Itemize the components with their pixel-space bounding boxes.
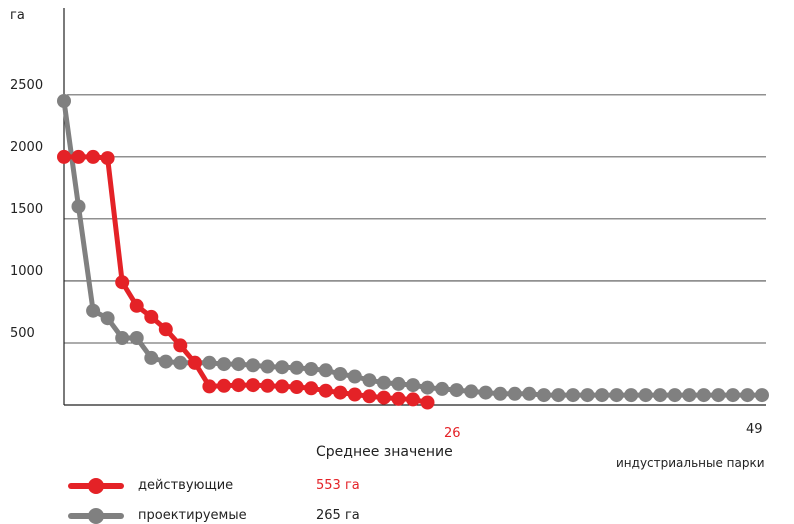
legend-label: действующие	[138, 478, 234, 493]
data-point	[57, 94, 71, 108]
legend-label: проектируемые	[138, 508, 247, 523]
data-point	[304, 362, 319, 376]
data-point	[391, 376, 406, 391]
data-point	[435, 381, 450, 396]
data-point	[115, 275, 130, 290]
series-active	[57, 149, 435, 410]
legend-title: Среднее значение	[316, 444, 453, 460]
data-point	[318, 363, 333, 378]
data-point	[362, 389, 377, 404]
data-point	[217, 378, 231, 393]
series-planned	[57, 94, 769, 403]
data-point	[522, 386, 537, 401]
data-point	[275, 379, 290, 394]
legend-value: 265 га	[316, 508, 360, 523]
data-point	[158, 354, 173, 369]
data-point	[420, 395, 435, 410]
gray-series-end-label: 49	[746, 422, 763, 437]
x-axis-label: индустриальные парки	[616, 456, 765, 470]
data-point	[478, 385, 493, 400]
legend-swatch-marker	[88, 478, 104, 494]
data-point	[202, 355, 217, 370]
data-point	[246, 358, 260, 373]
data-point	[100, 151, 115, 166]
data-point	[624, 388, 639, 403]
red-series-end-label: 26	[444, 426, 461, 441]
data-point	[217, 357, 231, 372]
data-point	[260, 378, 275, 393]
data-point	[347, 369, 362, 384]
data-point	[536, 388, 551, 403]
legend-value: 553 га	[316, 478, 360, 493]
data-point	[304, 381, 319, 396]
data-point	[551, 388, 566, 403]
y-tick-label: 2500	[10, 77, 44, 93]
data-point	[638, 388, 653, 403]
data-point	[507, 386, 522, 401]
axes	[63, 8, 766, 406]
data-point	[493, 386, 508, 401]
data-point	[187, 355, 202, 370]
data-point	[696, 388, 711, 403]
data-point	[275, 360, 290, 375]
series-line	[61, 100, 762, 398]
data-point	[202, 379, 217, 394]
data-point	[86, 149, 101, 164]
y-tick-label: 1000	[10, 263, 44, 279]
y-tick-label: 2000	[10, 139, 44, 155]
data-point	[129, 331, 144, 345]
data-point	[566, 388, 580, 403]
data-point	[144, 309, 159, 324]
y-axis-label: га	[10, 8, 25, 23]
data-point	[653, 388, 668, 403]
data-point	[362, 373, 377, 388]
data-point	[755, 388, 769, 403]
data-point	[682, 388, 697, 403]
data-point	[406, 392, 420, 407]
y-tick-label: 1500	[10, 201, 44, 217]
data-point	[725, 388, 740, 403]
data-point	[449, 383, 464, 398]
data-point	[158, 322, 173, 337]
data-point	[71, 199, 86, 214]
data-point	[173, 338, 188, 353]
data-point	[144, 350, 159, 365]
data-point	[333, 385, 348, 400]
data-point	[420, 380, 435, 395]
series-layer	[57, 94, 769, 410]
data-point	[115, 331, 130, 345]
data-point	[609, 388, 624, 403]
y-tick-label: 500	[10, 325, 35, 341]
data-point	[406, 378, 420, 393]
data-point	[464, 384, 479, 399]
data-point	[129, 298, 144, 313]
data-point	[231, 357, 246, 372]
data-point	[347, 387, 362, 402]
data-point	[391, 391, 406, 406]
data-point	[667, 388, 682, 403]
data-point	[711, 388, 726, 403]
data-point	[260, 359, 275, 374]
data-point	[289, 360, 304, 375]
data-point	[246, 378, 260, 393]
data-point	[289, 380, 304, 394]
data-point	[376, 375, 391, 390]
data-point	[318, 383, 333, 398]
data-point	[57, 149, 71, 164]
data-point	[231, 378, 246, 393]
data-point	[100, 311, 115, 326]
data-point	[580, 388, 595, 403]
data-point	[376, 390, 391, 405]
legend-swatch-marker	[88, 508, 104, 524]
data-point	[173, 355, 188, 370]
data-point	[595, 388, 609, 403]
data-point	[71, 149, 86, 164]
gridlines	[64, 94, 766, 344]
data-point	[86, 303, 101, 318]
data-point	[740, 388, 755, 403]
data-point	[333, 367, 348, 381]
